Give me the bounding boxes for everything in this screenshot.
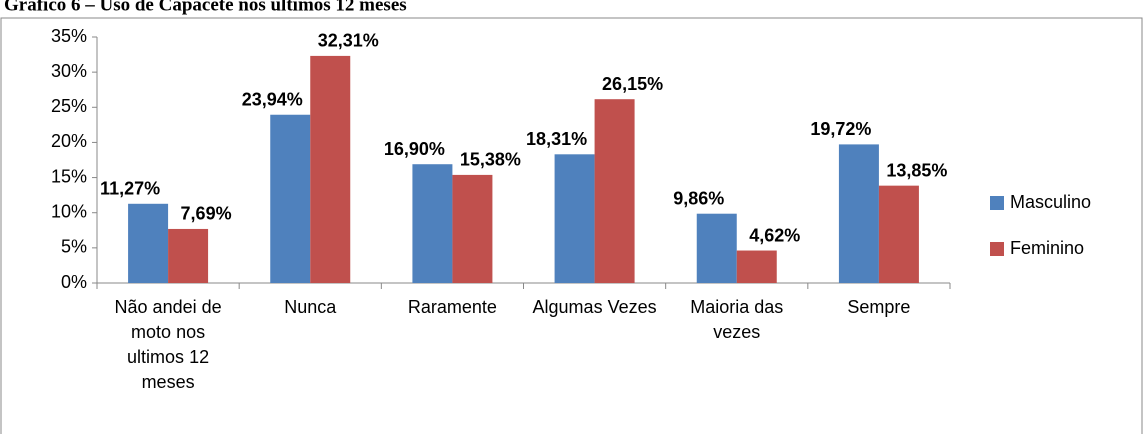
data-label: 16,90% <box>384 139 445 159</box>
bar <box>310 55 351 283</box>
bar <box>168 228 209 283</box>
bar <box>696 213 737 283</box>
data-label: 9,86% <box>673 188 724 208</box>
y-tick-label: 30% <box>51 61 87 81</box>
bar <box>270 114 311 284</box>
data-label: 19,72% <box>810 119 871 139</box>
data-label: 26,15% <box>602 74 663 94</box>
data-label: 7,69% <box>181 204 232 224</box>
data-label: 13,85% <box>886 160 947 180</box>
x-tick-label: Maioria das vezes <box>690 297 784 342</box>
data-label: 32,31% <box>318 31 379 51</box>
y-tick-label: 35% <box>51 26 87 46</box>
bar <box>452 174 493 283</box>
y-tick-label: 5% <box>61 237 87 257</box>
x-tick-label: Algumas Vezes <box>532 297 657 317</box>
x-tick-label: Sempre <box>847 297 911 317</box>
y-tick-label: 0% <box>61 272 87 292</box>
bar <box>128 203 169 283</box>
chart-title: Gráfico 6 – Uso de Capacete nos últimos … <box>4 0 407 15</box>
y-tick-label: 25% <box>51 96 87 116</box>
bar <box>838 144 879 283</box>
bar <box>878 185 919 283</box>
data-label: 18,31% <box>526 129 587 149</box>
y-tick-label: 15% <box>51 166 87 186</box>
data-label: 15,38% <box>460 150 521 170</box>
legend-swatch <box>990 242 1004 256</box>
x-tick-label: Nunca <box>284 297 337 317</box>
y-tick-label: 20% <box>51 131 87 151</box>
bar <box>736 250 777 283</box>
x-tick-label: Raramente <box>407 297 497 317</box>
legend-swatch <box>990 196 1004 210</box>
legend-label: Feminino <box>1010 238 1084 258</box>
bar <box>594 99 635 284</box>
y-tick-label: 10% <box>51 201 87 221</box>
data-label: 4,62% <box>749 225 800 245</box>
x-tick-label: Não andei de moto nos ultimos 12 meses <box>114 297 222 392</box>
bar <box>412 164 453 283</box>
legend-label: Masculino <box>1010 192 1091 212</box>
bar <box>554 154 595 283</box>
data-label: 23,94% <box>242 89 303 109</box>
chart-border <box>0 17 1143 434</box>
data-label: 11,27% <box>100 179 160 199</box>
